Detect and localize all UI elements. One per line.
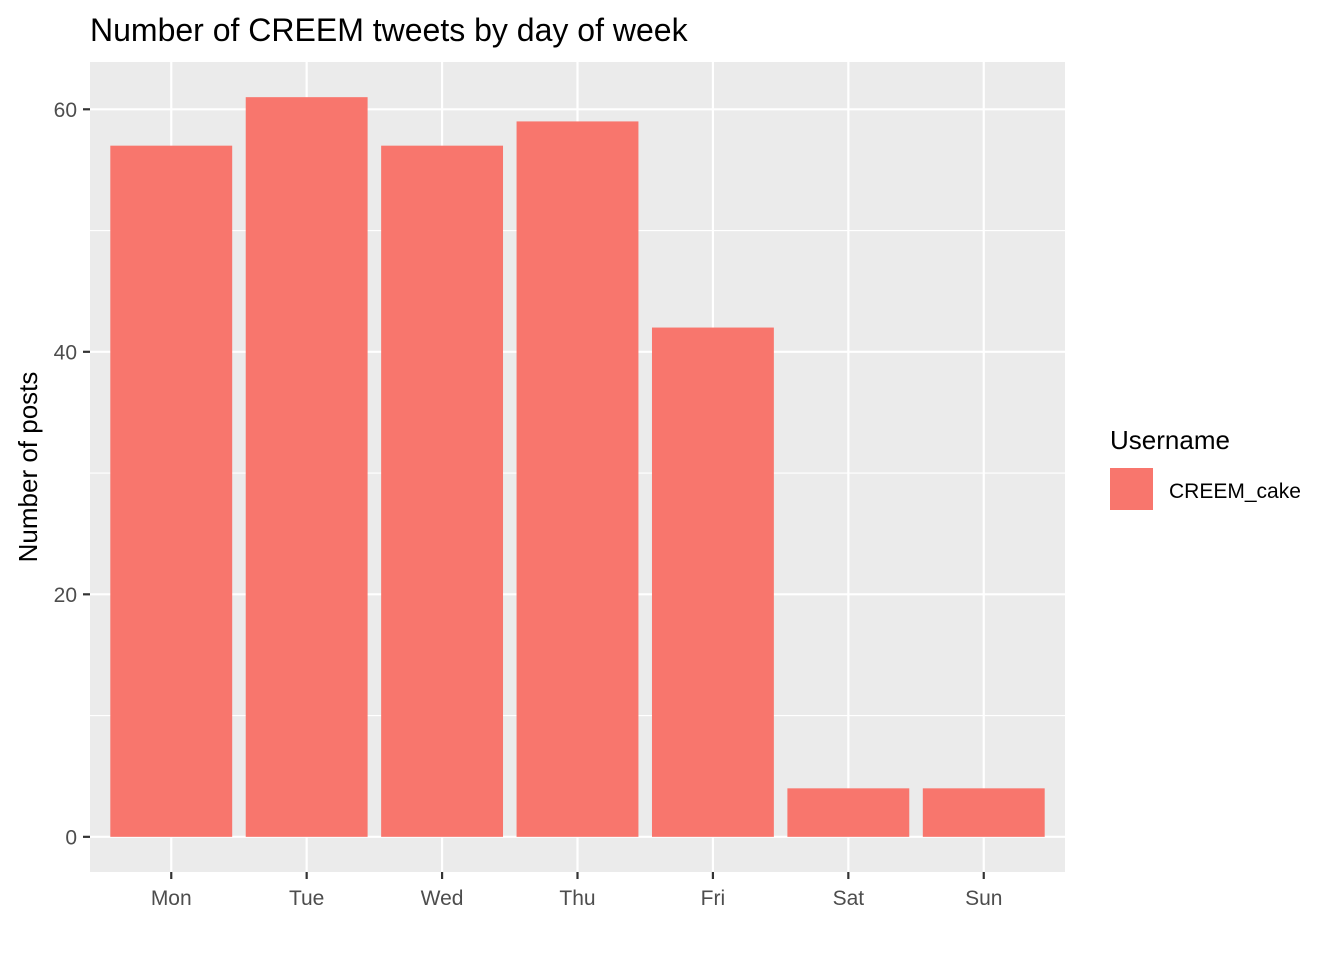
x-tick-label-wed: Wed — [421, 887, 464, 910]
bars — [110, 97, 1045, 837]
y-tick-label: 60 — [54, 99, 77, 122]
bar-sat — [787, 788, 910, 837]
bar-sun — [922, 788, 1045, 837]
y-tick-label: 20 — [54, 584, 77, 607]
bar-wed — [381, 145, 504, 837]
bar-thu — [516, 121, 639, 837]
bar-tue — [245, 97, 368, 837]
legend-title: Username — [1110, 425, 1230, 455]
bar-fri — [651, 327, 774, 837]
x-axis: Mon Tue Wed Thu Fri Sat Sun — [151, 872, 1002, 910]
x-tick-label-tue: Tue — [289, 887, 324, 910]
legend: Username CREEM_cake — [1110, 425, 1301, 510]
chart-title: Number of CREEM tweets by day of week — [90, 12, 689, 48]
x-tick-label-thu: Thu — [559, 887, 595, 910]
bar-mon — [110, 145, 233, 837]
x-tick-label-sun: Sun — [965, 887, 1002, 910]
y-axis-title: Number of posts — [13, 372, 43, 563]
y-tick-label: 40 — [54, 341, 77, 364]
y-axis: 0 20 40 60 — [54, 99, 90, 849]
x-tick-label-sat: Sat — [833, 887, 865, 910]
x-tick-label-fri: Fri — [701, 887, 726, 910]
y-tick-label: 0 — [65, 826, 77, 849]
legend-key-swatch — [1110, 468, 1153, 510]
x-tick-label-mon: Mon — [151, 887, 192, 910]
legend-label: CREEM_cake — [1169, 480, 1301, 503]
